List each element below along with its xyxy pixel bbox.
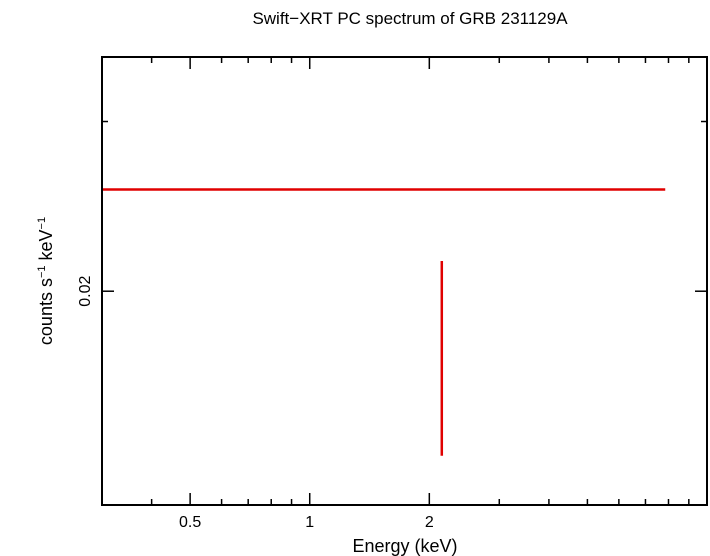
- y-tick-label: 0.02: [77, 276, 94, 307]
- y-axis-label-exp2: −1: [36, 217, 48, 230]
- y-axis-label-mid: keV: [36, 229, 56, 265]
- x-tick-label: 0.5: [179, 514, 201, 531]
- axis-ticks: [102, 57, 707, 505]
- data-marks: [102, 188, 666, 456]
- x-axis-label: Energy (keV): [352, 536, 457, 556]
- x-tick-label: 1: [305, 514, 314, 531]
- y-axis-label-main: counts s: [36, 278, 56, 345]
- y-axis-label-exp1: −1: [36, 265, 48, 278]
- y-axis-label: counts s−1 keV−1: [36, 217, 56, 345]
- x-tick-label: 2: [425, 514, 434, 531]
- y-tick-labels: 0.02: [77, 276, 94, 307]
- plot-frame: [101, 56, 708, 506]
- x-tick-labels: 0.5 1 2: [179, 514, 434, 531]
- chart-title: Swift−XRT PC spectrum of GRB 231129A: [252, 9, 568, 28]
